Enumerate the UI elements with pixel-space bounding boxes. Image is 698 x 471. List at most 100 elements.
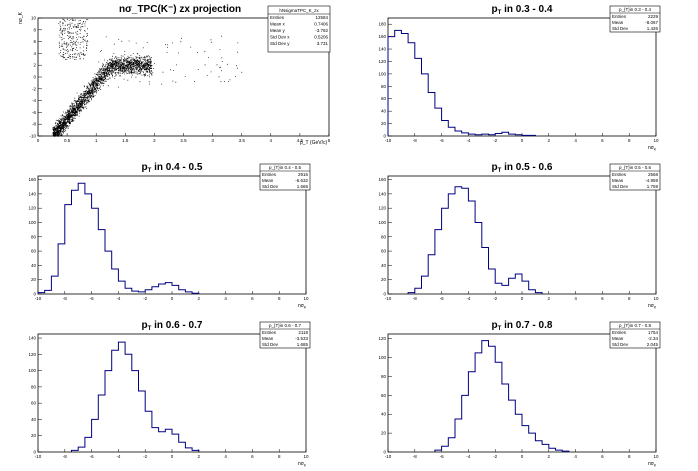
stats-value: 2568 bbox=[648, 172, 659, 177]
y-tick-label: 0 bbox=[33, 450, 36, 455]
y-tick-label: -2 bbox=[32, 86, 36, 91]
x-tick-label: 6 bbox=[601, 138, 604, 143]
x-tick-label: 8 bbox=[628, 296, 631, 301]
x-tick-label: 2 bbox=[548, 296, 551, 301]
x-tick-label: 2 bbox=[198, 296, 201, 301]
x-tick-label: 8 bbox=[278, 454, 281, 459]
y-tick-label: 40 bbox=[31, 263, 37, 268]
x-tick-label: 2 bbox=[198, 454, 201, 459]
pad-title: pT in 0.3 - 0.4 bbox=[492, 4, 553, 16]
pad-frame bbox=[37, 175, 307, 295]
x-tick-label: -2 bbox=[143, 296, 147, 301]
histogram-line bbox=[407, 186, 543, 294]
stats-box: p_{T}in 0.5 - 0.6 Entries 2568 Mean -4.959 St… bbox=[609, 163, 661, 191]
pad-h1: pT in 0.3 - 0.4-10 -8 -6 -4 -2 0 2 4 6 8 100204060… bbox=[378, 4, 661, 152]
pad-title: pT in 0.7 - 0.8 bbox=[492, 320, 553, 332]
x-tick-label: 4.5 bbox=[297, 138, 304, 143]
y-tick-label: 140 bbox=[28, 191, 36, 196]
histogram-line bbox=[71, 341, 200, 452]
x-tick-label: -6 bbox=[440, 454, 444, 459]
x-tick-label: 0 bbox=[171, 296, 174, 301]
y-tick-label: 60 bbox=[381, 249, 387, 254]
y-tick-label: 60 bbox=[31, 401, 37, 406]
x-tick-label: -2 bbox=[143, 454, 147, 459]
y-tick-label: 20 bbox=[31, 277, 37, 282]
stats-value: 3.731 bbox=[317, 41, 329, 46]
x-tick-label: 10 bbox=[653, 454, 659, 459]
stats-label: Std Dev bbox=[262, 184, 279, 189]
x-tick-label: -6 bbox=[90, 296, 94, 301]
stats-value: 1.759 bbox=[647, 184, 659, 189]
y-tick-label: -10 bbox=[29, 134, 36, 139]
x-axis-label: nσK bbox=[298, 303, 307, 310]
y-tick-label: 120 bbox=[28, 206, 36, 211]
y-tick-label: 100 bbox=[28, 368, 36, 373]
x-tick-label: 1 bbox=[95, 138, 98, 143]
pad-title: pT in 0.6 - 0.7 bbox=[142, 320, 203, 332]
stats-label: Entries bbox=[612, 172, 627, 177]
y-tick-label: 120 bbox=[378, 336, 386, 341]
stats-value: 0.7406 bbox=[314, 22, 328, 27]
pad-scatter: nσ_TPC(K⁻) zx projection 0 0.5 1 1.5 2 2.5 3 3.… bbox=[18, 4, 331, 146]
y-tick-label: -6 bbox=[32, 110, 36, 115]
stats-value: 1754 bbox=[648, 330, 659, 335]
y-tick-label: 6 bbox=[33, 39, 36, 44]
x-tick-label: 4 bbox=[574, 296, 577, 301]
stats-value: 2916 bbox=[298, 172, 309, 177]
y-tick-label: 140 bbox=[378, 47, 386, 52]
x-tick-label: -8 bbox=[413, 296, 417, 301]
pad-h5: pT in 0.7 - 0.8-10 -8 -6 -4 -2 0 2 4 6 8 100204060… bbox=[378, 320, 661, 468]
pad-title: pT in 0.4 - 0.5 bbox=[142, 162, 203, 174]
x-tick-label: -8 bbox=[413, 454, 417, 459]
y-tick-label: 120 bbox=[378, 206, 386, 211]
y-tick-label: 80 bbox=[381, 234, 387, 239]
stats-label: Entries bbox=[612, 330, 627, 335]
y-tick-label: 80 bbox=[31, 234, 37, 239]
x-tick-label: 6 bbox=[251, 296, 254, 301]
stats-box: p_{T}in 0.6 - 0.7 Entries 2118 Mean -3.533 St… bbox=[259, 321, 311, 349]
y-tick-label: -4 bbox=[32, 98, 36, 103]
x-tick-label: 0.5 bbox=[64, 138, 71, 143]
y-tick-label: 100 bbox=[378, 71, 386, 76]
stats-label: Entries bbox=[262, 330, 277, 335]
stats-box: p_{T}in 0.4 - 0.5 Entries 2916 Mean -6.632 St… bbox=[259, 163, 311, 191]
stats-value: 1.665 bbox=[297, 184, 309, 189]
pad-h4: pT in 0.6 - 0.7-10 -8 -6 -4 -2 0 2 4 6 8 100204060… bbox=[28, 320, 311, 468]
x-tick-label: 2 bbox=[548, 138, 551, 143]
scatter-points bbox=[52, 18, 243, 137]
y-tick-label: 0 bbox=[383, 450, 386, 455]
x-tick-label: -8 bbox=[63, 296, 67, 301]
stats-value: 2229 bbox=[648, 14, 659, 19]
stats-value: -3.782 bbox=[315, 28, 328, 33]
x-tick-label: -4 bbox=[116, 454, 120, 459]
y-tick-label: 0 bbox=[33, 75, 36, 80]
x-tick-label: -6 bbox=[440, 138, 444, 143]
x-axis-label: nσK bbox=[648, 303, 657, 310]
stats-value: -3.533 bbox=[295, 336, 308, 341]
y-tick-label: 140 bbox=[378, 191, 386, 196]
x-tick-label: -10 bbox=[35, 454, 42, 459]
stats-label: Std Dev bbox=[262, 342, 279, 347]
scatter-axes: 0 0.5 1 1.5 2 2.5 3 3.5 4 4.5 5 -10 -8 -6 -4 -2 0 2 4 6 8 10 bbox=[29, 16, 330, 144]
y-tick-label: 20 bbox=[381, 277, 387, 282]
stats-name: p_{T}in 0.4 - 0.5 bbox=[269, 165, 302, 170]
x-tick-label: 10 bbox=[653, 296, 659, 301]
stats-box: p_{T}in 0.3 - 0.4 Entries 2229 Mean -8.067 St… bbox=[609, 5, 661, 33]
y-tick-label: 60 bbox=[381, 96, 387, 101]
x-tick-label: 8 bbox=[628, 138, 631, 143]
y-tick-label: 40 bbox=[381, 109, 387, 114]
x-tick-label: 3.5 bbox=[239, 138, 246, 143]
stats-value: 1.426 bbox=[647, 26, 659, 31]
y-tick-label: 160 bbox=[378, 177, 386, 182]
stats-label: Mean y bbox=[270, 28, 286, 33]
x-tick-label: 4 bbox=[224, 454, 227, 459]
y-tick-label: 60 bbox=[31, 249, 37, 254]
stats-label: Entries bbox=[262, 172, 277, 177]
x-tick-label: 2 bbox=[153, 138, 156, 143]
y-tick-label: 0 bbox=[33, 292, 36, 297]
y-tick-label: 0 bbox=[383, 292, 386, 297]
y-tick-label: 60 bbox=[381, 393, 387, 398]
stats-label: Entries bbox=[270, 15, 285, 20]
y-tick-label: 80 bbox=[31, 384, 37, 389]
